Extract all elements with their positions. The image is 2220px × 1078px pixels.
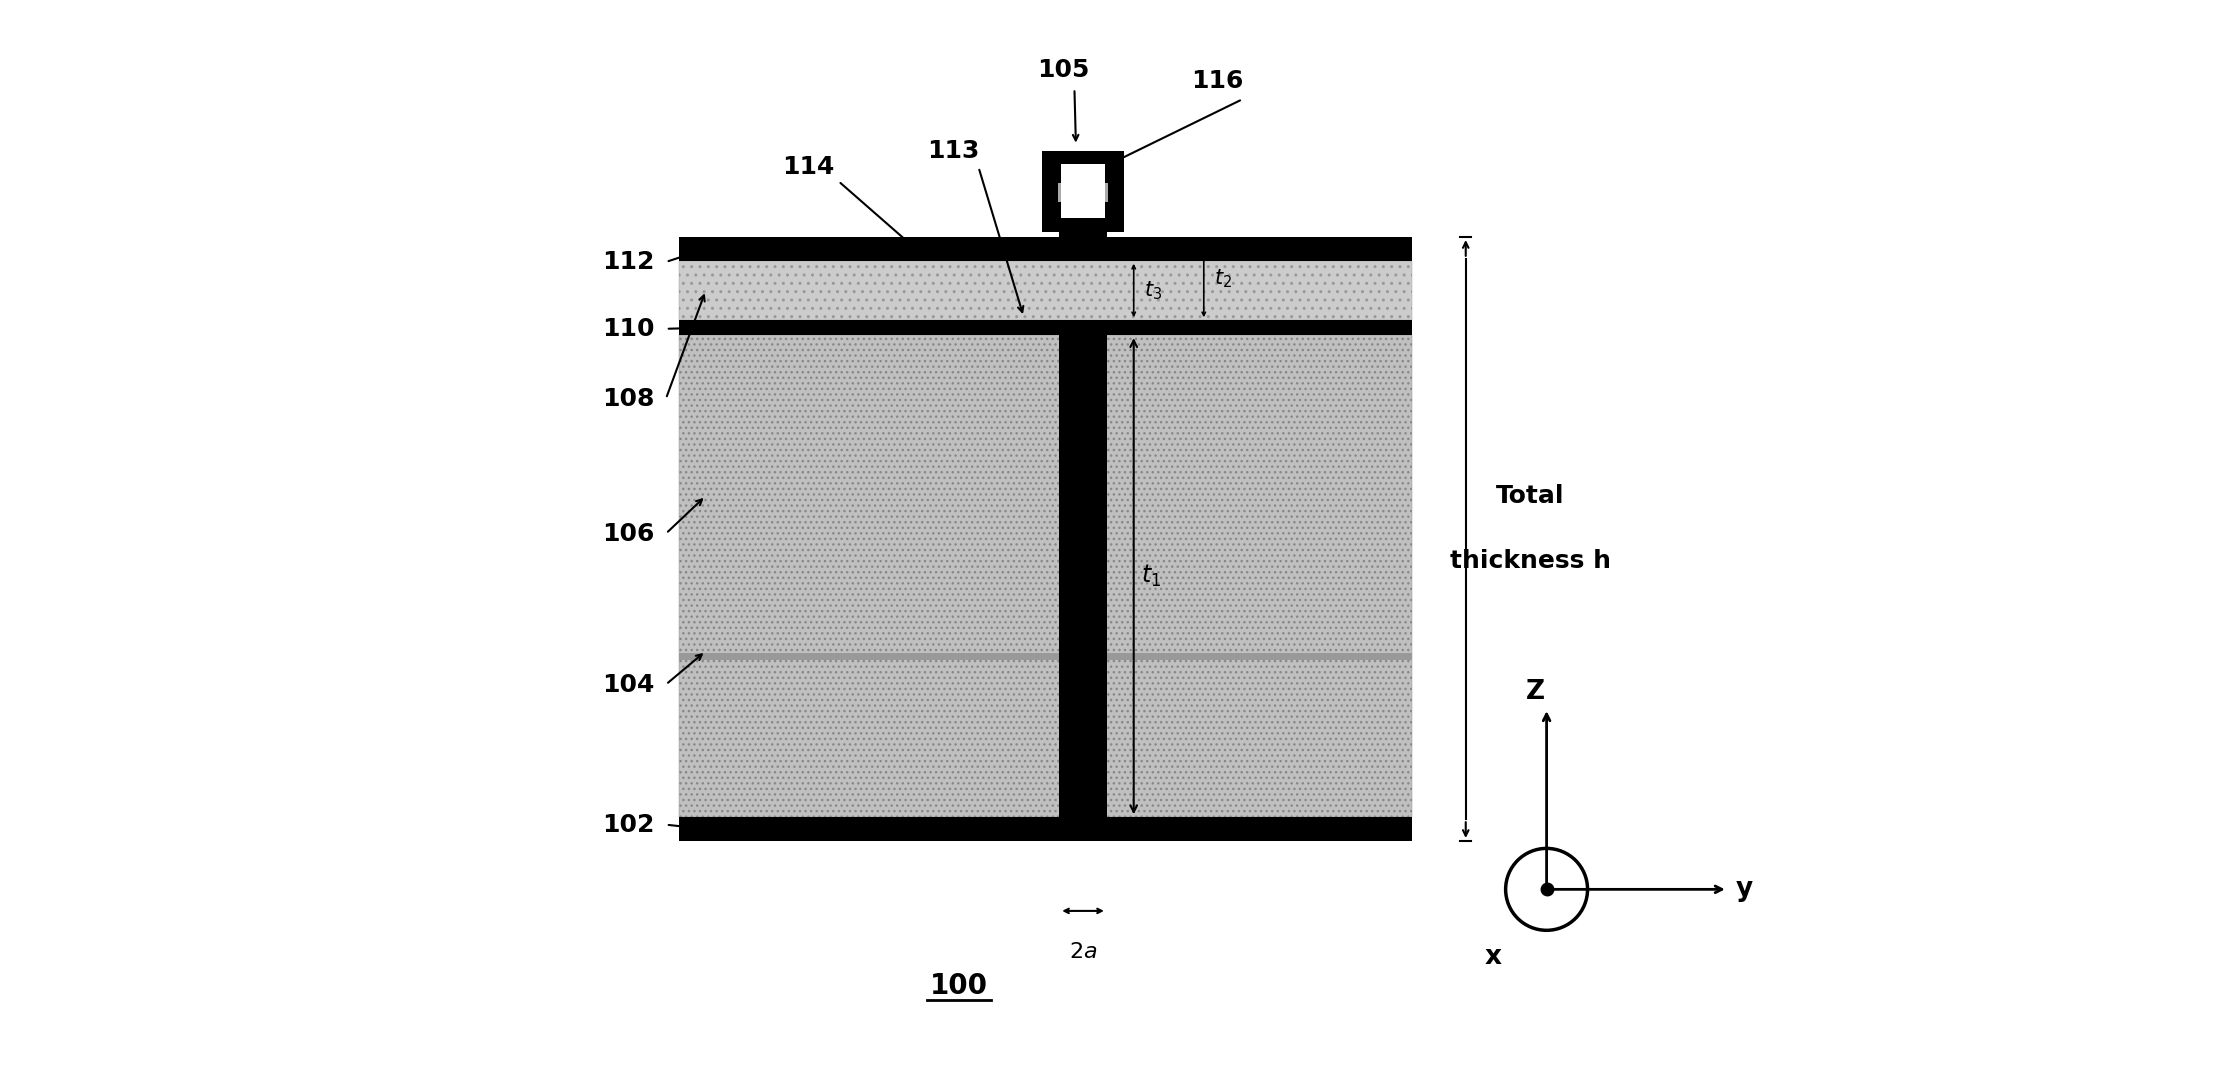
Text: $t_1$: $t_1$ [1141, 563, 1161, 590]
Text: $t_3$: $t_3$ [1143, 279, 1163, 302]
Bar [679, 335, 1412, 817]
Bar [679, 653, 1412, 660]
Bar [679, 335, 1412, 817]
Text: 114: 114 [781, 155, 835, 179]
Bar [679, 261, 1412, 320]
Text: x: x [1485, 944, 1501, 970]
Bar [679, 817, 1412, 841]
Text: $2a$: $2a$ [1068, 942, 1097, 962]
Text: Z: Z [1527, 679, 1545, 705]
Text: thickness h: thickness h [1450, 549, 1612, 572]
Text: 108: 108 [602, 387, 655, 411]
Bar [679, 261, 1412, 320]
Bar [1061, 164, 1106, 218]
Text: 106: 106 [602, 522, 655, 545]
Bar [1059, 151, 1108, 237]
Text: $t_2$: $t_2$ [1214, 267, 1232, 290]
Text: 105: 105 [1037, 58, 1090, 82]
Bar [679, 237, 1412, 261]
Bar [1097, 183, 1108, 203]
Text: 100: 100 [930, 972, 988, 1000]
Bar [1059, 183, 1070, 203]
Text: 112: 112 [602, 250, 655, 274]
Text: Total: Total [1496, 484, 1565, 508]
Text: 102: 102 [602, 813, 655, 837]
Text: 110: 110 [602, 317, 655, 341]
Bar [1041, 151, 1123, 232]
Text: 113: 113 [928, 139, 979, 163]
Bar [1059, 335, 1108, 817]
Text: 104: 104 [602, 673, 655, 696]
Bar [1061, 164, 1106, 218]
Bar [679, 320, 1412, 335]
Text: y: y [1736, 876, 1752, 902]
Text: 116: 116 [1192, 69, 1243, 93]
